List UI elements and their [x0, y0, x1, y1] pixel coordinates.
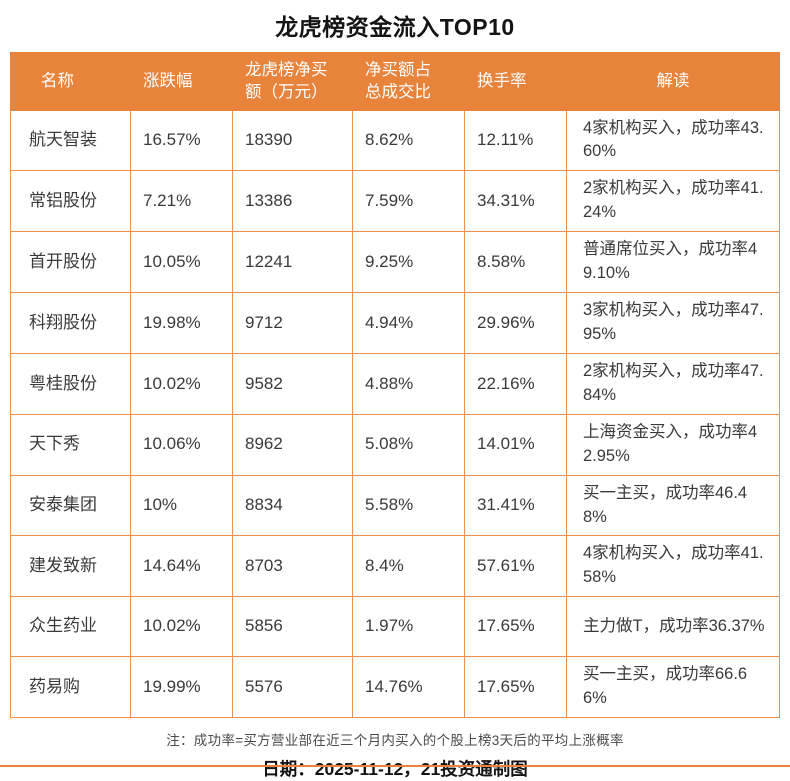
net-buy-ratio-cell: 9.25%	[352, 231, 465, 294]
change-cell: 10.02%	[130, 596, 233, 658]
net-buy-ratio-cell: 5.08%	[352, 413, 465, 476]
net-buy-ratio-cell: 7.59%	[352, 170, 465, 233]
bottom-divider	[0, 765, 790, 767]
stock-name-cell: 航天智装	[10, 109, 131, 172]
turnover-cell: 22.16%	[464, 352, 567, 415]
stock-name-cell: 建发致新	[10, 535, 131, 598]
stock-name-cell: 天下秀	[10, 413, 131, 476]
top10-table: 名称 涨跌幅 龙虎榜净买额（万元） 净买额占总成交比 换手率 解读 航天智装 16…	[10, 52, 780, 719]
turnover-cell: 17.65%	[464, 596, 567, 658]
header-row: 名称 涨跌幅 龙虎榜净买额（万元） 净买额占总成交比 换手率 解读	[10, 52, 780, 111]
net-buy-ratio-cell: 14.76%	[352, 656, 465, 719]
net-buy-cell: 8962	[232, 413, 353, 476]
net-buy-ratio-cell: 5.58%	[352, 474, 465, 537]
turnover-cell: 57.61%	[464, 535, 567, 598]
date-line: 日期：2025-11-12，21投资通制图	[262, 759, 528, 780]
interpretation-cell: 4家机构买入，成功率43.60%	[566, 109, 780, 172]
net-buy-ratio-cell: 8.4%	[352, 535, 465, 598]
interpretation-cell: 普通席位买入，成功率49.10%	[566, 231, 780, 294]
col-header-net-buy: 龙虎榜净买额（万元）	[232, 52, 353, 111]
net-buy-cell: 9582	[232, 352, 353, 415]
col-header-name: 名称	[10, 52, 131, 111]
footnote: 注：成功率=买方营业部在近三个月内买入的个股上榜3天后的平均上涨概率	[166, 733, 624, 749]
net-buy-cell: 9712	[232, 292, 353, 354]
table-body: 航天智装 16.57% 18390 8.62% 12.11% 4家机构买入，成功率43.6…	[10, 109, 780, 719]
net-buy-ratio-cell: 4.94%	[352, 292, 465, 354]
table-row: 首开股份 10.05% 12241 9.25% 8.58% 普通席位买入，成功率49.10…	[10, 231, 780, 294]
change-cell: 10.05%	[130, 231, 233, 294]
interpretation-cell: 2家机构买入，成功率47.84%	[566, 352, 780, 415]
net-buy-cell: 18390	[232, 109, 353, 172]
change-cell: 19.98%	[130, 292, 233, 354]
stock-name-cell: 药易购	[10, 656, 131, 719]
change-cell: 19.99%	[130, 656, 233, 719]
col-header-turnover: 换手率	[464, 52, 567, 111]
stock-name-cell: 常铝股份	[10, 170, 131, 233]
change-cell: 10.06%	[130, 413, 233, 476]
stock-name-cell: 安泰集团	[10, 474, 131, 537]
table-row: 天下秀 10.06% 8962 5.08% 14.01% 上海资金买入，成功率42.95%	[10, 413, 780, 476]
interpretation-cell: 买一主买，成功率46.48%	[566, 474, 780, 537]
net-buy-cell: 8703	[232, 535, 353, 598]
interpretation-cell: 4家机构买入，成功率41.58%	[566, 535, 780, 598]
turnover-cell: 14.01%	[464, 413, 567, 476]
change-cell: 10%	[130, 474, 233, 537]
stock-name-cell: 首开股份	[10, 231, 131, 294]
interpretation-cell: 上海资金买入，成功率42.95%	[566, 413, 780, 476]
net-buy-ratio-cell: 1.97%	[352, 596, 465, 658]
table-header: 名称 涨跌幅 龙虎榜净买额（万元） 净买额占总成交比 换手率 解读	[10, 52, 780, 111]
stock-name-cell: 众生药业	[10, 596, 131, 658]
turnover-cell: 34.31%	[464, 170, 567, 233]
col-header-change: 涨跌幅	[130, 52, 233, 111]
stock-name-cell: 粤桂股份	[10, 352, 131, 415]
interpretation-cell: 买一主买，成功率66.66%	[566, 656, 780, 719]
interpretation-cell: 3家机构买入，成功率47.95%	[566, 292, 780, 354]
turnover-cell: 17.65%	[464, 656, 567, 719]
net-buy-cell: 12241	[232, 231, 353, 294]
table-row: 药易购 19.99% 5576 14.76% 17.65% 买一主买，成功率66.66%	[10, 656, 780, 719]
col-header-interpretation: 解读	[566, 52, 780, 111]
table-row: 航天智装 16.57% 18390 8.62% 12.11% 4家机构买入，成功率43.6…	[10, 109, 780, 172]
table-row: 众生药业 10.02% 5856 1.97% 17.65% 主力做T，成功率36.37%	[10, 596, 780, 658]
interpretation-cell: 主力做T，成功率36.37%	[566, 596, 780, 658]
change-cell: 16.57%	[130, 109, 233, 172]
table-row: 粤桂股份 10.02% 9582 4.88% 22.16% 2家机构买入，成功率47.84…	[10, 352, 780, 415]
stock-name-cell: 科翔股份	[10, 292, 131, 354]
turnover-cell: 8.58%	[464, 231, 567, 294]
change-cell: 10.02%	[130, 352, 233, 415]
net-buy-cell: 5856	[232, 596, 353, 658]
table-row: 科翔股份 19.98% 9712 4.94% 29.96% 3家机构买入，成功率47.95…	[10, 292, 780, 354]
interpretation-cell: 2家机构买入，成功率41.24%	[566, 170, 780, 233]
change-cell: 7.21%	[130, 170, 233, 233]
turnover-cell: 29.96%	[464, 292, 567, 354]
page-title: 龙虎榜资金流入TOP10	[275, 14, 515, 40]
col-header-net-buy-ratio: 净买额占总成交比	[352, 52, 465, 111]
net-buy-ratio-cell: 8.62%	[352, 109, 465, 172]
change-cell: 14.64%	[130, 535, 233, 598]
turnover-cell: 31.41%	[464, 474, 567, 537]
net-buy-cell: 13386	[232, 170, 353, 233]
table-row: 安泰集团 10% 8834 5.58% 31.41% 买一主买，成功率46.48%	[10, 474, 780, 537]
table-row: 常铝股份 7.21% 13386 7.59% 34.31% 2家机构买入，成功率41.24…	[10, 170, 780, 233]
net-buy-ratio-cell: 4.88%	[352, 352, 465, 415]
turnover-cell: 12.11%	[464, 109, 567, 172]
net-buy-cell: 5576	[232, 656, 353, 719]
table-row: 建发致新 14.64% 8703 8.4% 57.61% 4家机构买入，成功率41.58%	[10, 535, 780, 598]
net-buy-cell: 8834	[232, 474, 353, 537]
